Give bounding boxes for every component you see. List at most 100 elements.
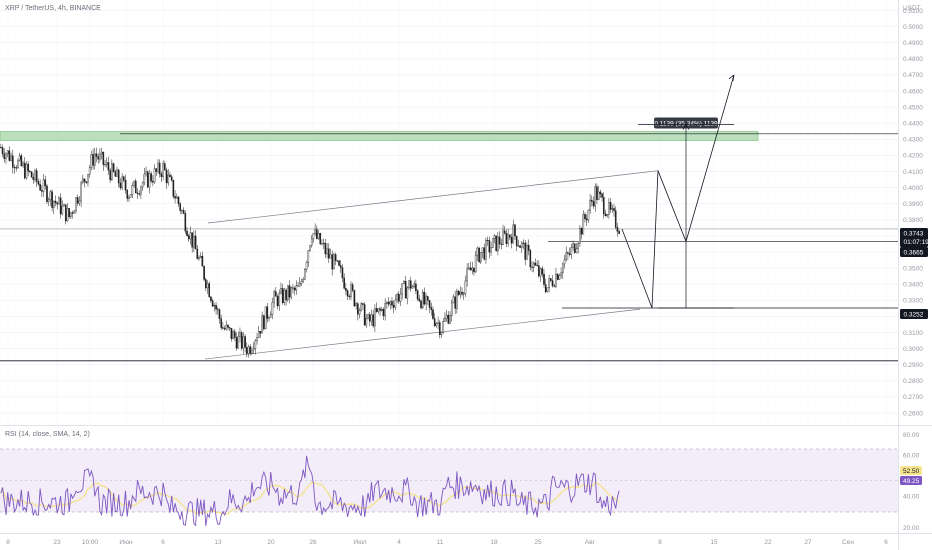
- candle-body: [107, 162, 110, 171]
- candle-body: [391, 301, 393, 306]
- candle-body: [247, 346, 250, 354]
- time-tick-label: 15: [710, 539, 718, 546]
- candle-body: [222, 327, 224, 329]
- candle-body: [237, 336, 240, 349]
- candle-body: [396, 293, 398, 301]
- candle-body: [112, 163, 115, 172]
- candle-body: [543, 273, 545, 285]
- candle-body: [606, 214, 608, 217]
- candle-body: [12, 155, 14, 168]
- candle-body: [39, 184, 41, 191]
- resistance-zone[interactable]: [0, 131, 759, 141]
- candle-body: [162, 163, 164, 177]
- candle-body: [331, 254, 334, 270]
- candle-body: [66, 208, 69, 222]
- rsi-tick-label: 80.00: [903, 432, 920, 439]
- candle-body: [58, 197, 60, 205]
- candle-body: [536, 264, 538, 266]
- candle-body: [382, 308, 385, 317]
- level-mid-tag: 0.3665: [900, 247, 928, 257]
- candle-body: [616, 227, 619, 232]
- candle-body: [141, 182, 144, 188]
- candle-body: [53, 200, 55, 208]
- channel-lower-line[interactable]: [204, 308, 641, 360]
- candle-body: [111, 163, 113, 181]
- price-axis[interactable]: 0.5100 0.5000 0.4900 0.4800 0.4700 0.4600 0.45…: [903, 8, 923, 418]
- candle-body: [579, 228, 581, 244]
- candle-body: [158, 162, 161, 175]
- candle-body: [169, 174, 171, 177]
- channel-upper-line[interactable]: [207, 170, 659, 224]
- candle-body: [302, 279, 304, 282]
- price-tick-label: 0.3000: [903, 346, 923, 353]
- time-tick-label: 4: [397, 539, 401, 546]
- candle-body: [464, 280, 467, 294]
- candle-body: [191, 232, 193, 248]
- candle-body: [138, 193, 140, 195]
- candle-body: [275, 291, 277, 297]
- price-tick-label: 0.3500: [903, 265, 923, 272]
- candlestick-series: [0, 143, 620, 358]
- candle-body: [123, 176, 125, 181]
- price-tick-label: 0.5100: [903, 8, 923, 15]
- time-tick-label: 10:00: [82, 539, 99, 546]
- candle-body: [568, 253, 571, 255]
- price-tick-label: 0.3900: [903, 201, 923, 208]
- candle-body: [268, 317, 270, 319]
- candle-body: [309, 245, 311, 251]
- candle-body: [92, 154, 94, 166]
- candle-body: [534, 262, 537, 266]
- candle-body: [20, 155, 23, 166]
- price-range-measure[interactable]: 0.1139 (35.34%) 1139: [638, 117, 734, 309]
- ascending-channel[interactable]: [204, 170, 659, 360]
- candle-body: [416, 290, 419, 300]
- candle-body: [585, 218, 588, 221]
- horizontal-levels[interactable]: [0, 133, 898, 362]
- candle-body: [239, 332, 241, 337]
- candle-body: [440, 332, 443, 335]
- price-tick-label: 0.4900: [903, 40, 923, 47]
- time-tick-label: 22: [764, 539, 772, 546]
- candle-body: [35, 170, 38, 182]
- time-axis[interactable]: 8 23 10:00 Июн 6 13 20 26 Июл 4 11 18 25 Авг 8 15 22 27 Се…: [6, 539, 888, 546]
- candle-body: [155, 168, 158, 172]
- candle-body: [469, 267, 472, 271]
- candle-body: [334, 254, 337, 261]
- candle-body: [76, 197, 79, 204]
- candle-body: [483, 247, 486, 260]
- candle-body: [133, 180, 135, 186]
- projection-line[interactable]: [621, 74, 735, 309]
- time-tick-label: 6: [161, 539, 165, 546]
- candle-body: [365, 318, 368, 326]
- candle-body: [589, 199, 591, 211]
- candle-body: [408, 280, 410, 289]
- candle-body: [348, 295, 351, 298]
- candle-body: [520, 242, 523, 248]
- rsi-title[interactable]: RSI (14, close, SMA, 14, 2): [5, 431, 90, 438]
- candle-body: [104, 164, 106, 166]
- candle-body: [61, 205, 64, 215]
- candle-body: [13, 167, 16, 169]
- candle-body: [244, 336, 246, 348]
- candle-body: [17, 159, 19, 169]
- candle-body: [553, 285, 556, 287]
- candle-body: [136, 192, 139, 194]
- candle-body: [538, 265, 540, 277]
- symbol-title[interactable]: XRP / TetherUS, 4h, BINANCE: [5, 5, 101, 12]
- candle-body: [555, 273, 557, 287]
- candle-body: [573, 243, 576, 253]
- candle-body: [249, 346, 252, 354]
- current-price-value: 0.3743: [904, 231, 924, 238]
- candle-body: [485, 239, 487, 260]
- candle-body: [515, 235, 518, 246]
- candle-body: [321, 243, 323, 245]
- rsi-value-tag: 49.25: [900, 476, 922, 485]
- candle-body: [44, 179, 47, 187]
- candle-body: [326, 248, 328, 255]
- candle-body: [51, 191, 53, 208]
- candle-body: [251, 349, 253, 354]
- candle-body: [90, 154, 93, 168]
- currency-label: USDT: [903, 5, 921, 12]
- projection-path[interactable]: [621, 74, 735, 309]
